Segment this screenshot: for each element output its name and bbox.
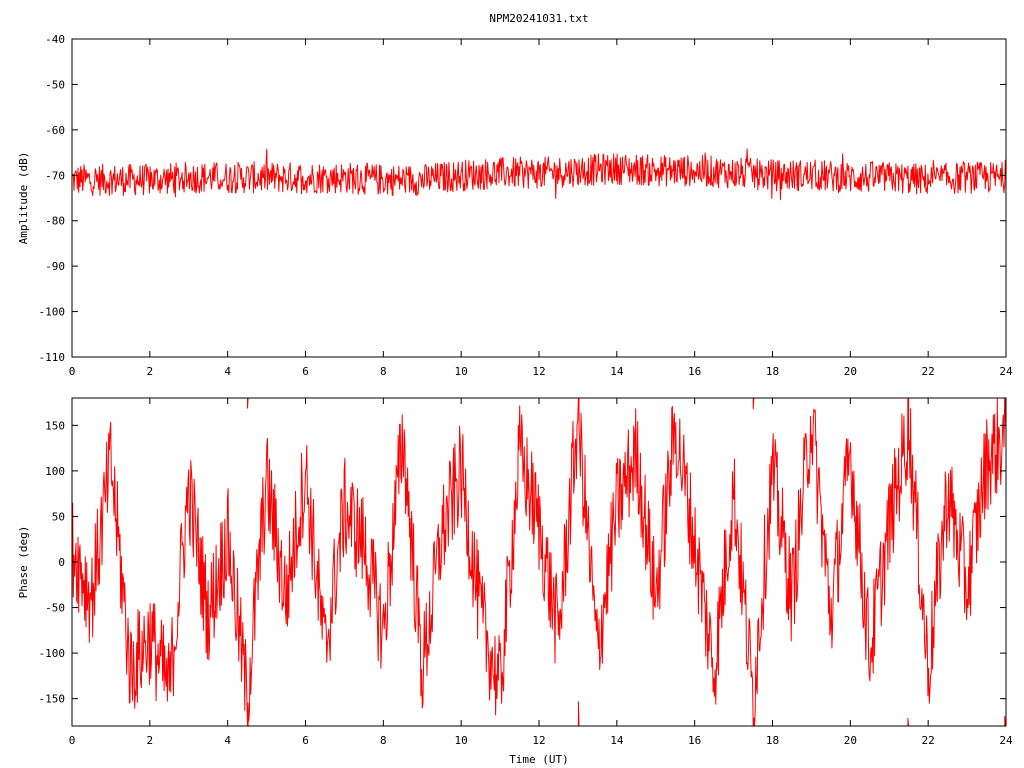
- amplitude-y-tick-label: -110: [39, 351, 66, 364]
- amplitude-x-tick-label: 6: [302, 365, 309, 378]
- amplitude-series: [71, 148, 1007, 201]
- phase-y-tick-label: 50: [52, 510, 65, 523]
- phase-y-tick-label: -50: [45, 602, 65, 615]
- amplitude-axis-ticks: 0 2 4 6 8 10 12 14 16 18 20 22 24-40-50-60-70-80-90-…: [39, 33, 1013, 378]
- amplitude-x-tick-label: 8: [380, 365, 387, 378]
- phase-x-tick-label: 6: [302, 734, 309, 747]
- amplitude-y-axis-label: Amplitude (dB): [17, 152, 30, 245]
- amplitude-x-tick-label: 18: [766, 365, 779, 378]
- phase-y-tick-label: 0: [58, 556, 65, 569]
- phase-y-tick-label: -150: [39, 693, 66, 706]
- amplitude-y-tick-label: -40: [45, 33, 65, 46]
- amplitude-x-tick-label: 4: [224, 365, 231, 378]
- amplitude-y-tick-label: -50: [45, 78, 65, 91]
- amplitude-series-line: [71, 148, 1007, 201]
- amplitude-x-tick-label: 16: [688, 365, 701, 378]
- phase-axis-ticks: 0 2 4 6 8 10 12 14 16 18 20 22 24150100500-50-100-15…: [39, 398, 1013, 747]
- phase-x-tick-label: 8: [380, 734, 387, 747]
- amplitude-x-tick-label: 20: [844, 365, 857, 378]
- phase-x-tick-label: 18: [766, 734, 779, 747]
- amplitude-panel: 0 2 4 6 8 10 12 14 16 18 20 22 24-40-50-60-70-80-90-…: [17, 33, 1013, 378]
- phase-x-tick-label: 0: [69, 734, 76, 747]
- amplitude-y-tick-label: -80: [45, 215, 65, 228]
- phase-y-tick-label: -100: [39, 647, 66, 660]
- phase-y-tick-label: 150: [45, 419, 65, 432]
- phase-panel: 0 2 4 6 8 10 12 14 16 18 20 22 24150100500-50-100-15…: [17, 397, 1013, 747]
- phase-x-tick-label: 12: [532, 734, 545, 747]
- amplitude-x-tick-label: 12: [532, 365, 545, 378]
- amplitude-x-tick-label: 10: [455, 365, 468, 378]
- phase-x-tick-label: 10: [455, 734, 468, 747]
- phase-series-line: [71, 397, 1007, 727]
- amplitude-y-tick-label: -100: [39, 306, 66, 319]
- amplitude-y-tick-label: -60: [45, 124, 65, 137]
- amplitude-x-tick-label: 24: [999, 365, 1013, 378]
- phase-x-tick-label: 4: [224, 734, 231, 747]
- phase-x-tick-label: 14: [610, 734, 624, 747]
- chart-title: NPM20241031.txt: [489, 12, 588, 25]
- amplitude-x-tick-label: 22: [922, 365, 935, 378]
- phase-series: [71, 397, 1007, 727]
- amplitude-y-tick-label: -70: [45, 169, 65, 182]
- x-axis-label: Time (UT): [509, 753, 569, 766]
- phase-x-tick-label: 2: [147, 734, 154, 747]
- phase-x-tick-label: 22: [922, 734, 935, 747]
- phase-x-tick-label: 24: [999, 734, 1013, 747]
- phase-x-tick-label: 20: [844, 734, 857, 747]
- amplitude-y-tick-label: -90: [45, 260, 65, 273]
- amplitude-x-tick-label: 0: [69, 365, 76, 378]
- phase-y-axis-label: Phase (deg): [17, 526, 30, 599]
- amplitude-x-tick-label: 2: [147, 365, 154, 378]
- amplitude-x-tick-label: 14: [610, 365, 624, 378]
- phase-x-tick-label: 16: [688, 734, 701, 747]
- phase-y-tick-label: 100: [45, 465, 65, 478]
